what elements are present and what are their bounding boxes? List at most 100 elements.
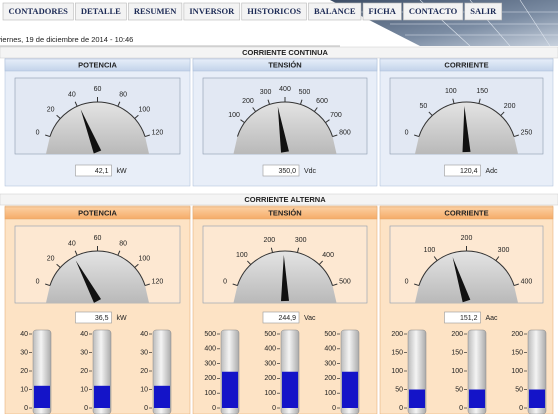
- nav-tab[interactable]: CONTADORES: [9, 6, 69, 16]
- gauge-tick-label: 200: [242, 98, 254, 105]
- gauge-tick-label: 300: [260, 89, 272, 96]
- level-tick-label: 0: [84, 405, 88, 412]
- gauge-tick-label: 300: [295, 237, 307, 244]
- gauge-tick-label: 120: [152, 129, 164, 136]
- gauge-tick-label: 800: [339, 129, 351, 136]
- nav: CONTADORES DETALLE RESUMEN INVERSOR HISTORIC…: [3, 3, 502, 20]
- level-tick-label: 40: [80, 331, 88, 338]
- date: viernes, 19 de diciembre de 2014 - 10:46: [0, 35, 133, 44]
- nav-tab[interactable]: CONTACTO: [409, 6, 458, 16]
- unit: Vdc: [304, 168, 317, 175]
- level-tick-label: 150: [391, 349, 403, 356]
- level-tick-label: 10: [140, 386, 148, 393]
- level-tick-label: 0: [212, 405, 216, 412]
- level-tick-label: 200: [451, 331, 463, 338]
- level-tick-label: 20: [140, 368, 148, 375]
- panel-title: CORRIENTE: [444, 208, 488, 217]
- level-tick-label: 100: [264, 390, 276, 397]
- gauge-tick-label: 20: [47, 107, 55, 114]
- nav-tab[interactable]: SALIR: [470, 6, 497, 16]
- nav-tab[interactable]: BALANCE: [314, 6, 356, 16]
- level-bar: [529, 390, 545, 409]
- unit: kW: [117, 315, 128, 322]
- gauge-tick-label: 400: [521, 278, 533, 285]
- level-tick-label: 100: [391, 368, 403, 375]
- page: viernes, 19 de diciembre de 2014 - 10:46…: [0, 0, 558, 414]
- level-tick-label: 200: [391, 331, 403, 338]
- level-tick-label: 50: [395, 386, 403, 393]
- level-tick-label: 40: [140, 331, 148, 338]
- gauge-tick-label: 120: [152, 278, 164, 285]
- level-bar: [409, 390, 425, 409]
- gauge-tick-label: 0: [223, 278, 227, 285]
- screen: viernes, 19 de diciembre de 2014 - 10:46…: [0, 0, 558, 414]
- nav-tab[interactable]: FICHA: [369, 6, 397, 16]
- level-tick-label: 150: [511, 349, 523, 356]
- level-tick-label: 0: [519, 405, 523, 412]
- nav-tab[interactable]: RESUMEN: [134, 6, 177, 16]
- unit: Aac: [486, 315, 499, 322]
- nav-tab[interactable]: INVERSOR: [189, 6, 235, 16]
- level-tick-label: 300: [324, 360, 336, 367]
- level-tick-label: 100: [451, 368, 463, 375]
- level-tick-label: 10: [20, 386, 28, 393]
- level-bar: [94, 386, 110, 408]
- gauge-tick-label: 250: [521, 129, 533, 136]
- level-tick-label: 200: [511, 331, 523, 338]
- unit: kW: [117, 168, 128, 175]
- level-tick-label: 0: [459, 405, 463, 412]
- level-tick-label: 200: [204, 375, 216, 382]
- nav-tab[interactable]: DETALLE: [81, 6, 121, 16]
- level-tick-label: 100: [511, 368, 523, 375]
- level-tick-label: 100: [324, 390, 336, 397]
- level-bar: [154, 386, 170, 408]
- level-bar: [34, 386, 50, 408]
- gauge-tick-label: 200: [504, 103, 516, 110]
- panel-title: POTENCIA: [78, 208, 117, 217]
- level-tick-label: 200: [264, 375, 276, 382]
- gauge-tick-label: 400: [322, 252, 334, 259]
- gauge-tick-label: 600: [316, 98, 328, 105]
- gauge-tick-label: 60: [94, 235, 102, 242]
- level-tick-label: 500: [324, 331, 336, 338]
- panel-title: POTENCIA: [78, 60, 117, 69]
- level-tick-label: 300: [264, 360, 276, 367]
- gauge-tick-label: 60: [94, 86, 102, 93]
- gauge-tick-label: 100: [228, 112, 240, 119]
- gauge-tick-label: 80: [119, 91, 127, 98]
- value: 36,5: [95, 315, 109, 322]
- gauge-tick-label: 0: [405, 278, 409, 285]
- gauge-tick-label: 100: [424, 247, 436, 254]
- nav-tab[interactable]: HISTORICOS: [247, 6, 301, 16]
- level-bar: [342, 372, 358, 408]
- gauge-tick-label: 40: [68, 91, 76, 98]
- panel-title: TENSIÓN: [268, 60, 301, 69]
- panel-title: TENSIÓN: [268, 208, 301, 217]
- gauge-tick-label: 100: [445, 88, 457, 95]
- gauge-tick-label: 500: [339, 278, 351, 285]
- level-tick-label: 400: [324, 346, 336, 353]
- unit: Vac: [304, 315, 316, 322]
- level-tick-label: 30: [80, 349, 88, 356]
- level-tick-label: 30: [140, 349, 148, 356]
- level-tick-label: 0: [24, 405, 28, 412]
- level-tick-label: 100: [204, 390, 216, 397]
- section-header: CORRIENTE CONTINUA: [242, 48, 328, 57]
- panel-title: CORRIENTE: [444, 60, 488, 69]
- gauge-tick-label: 200: [263, 237, 275, 244]
- level-tick-label: 0: [144, 405, 148, 412]
- gauge-tick-label: 0: [405, 129, 409, 136]
- gauge-tick-label: 700: [330, 112, 342, 119]
- gauge-tick-label: 100: [138, 256, 150, 263]
- value: 42,1: [95, 168, 109, 175]
- level-tick-label: 400: [264, 346, 276, 353]
- value: 151,2: [460, 315, 478, 322]
- gauge-tick-label: 50: [419, 103, 427, 110]
- section-header: CORRIENTE ALTERNA: [244, 195, 326, 204]
- level-bar: [222, 372, 238, 408]
- level-tick-label: 0: [399, 405, 403, 412]
- level-bar: [282, 372, 298, 408]
- level-tick-label: 50: [515, 386, 523, 393]
- level-tick-label: 50: [455, 386, 463, 393]
- level-tick-label: 400: [204, 346, 216, 353]
